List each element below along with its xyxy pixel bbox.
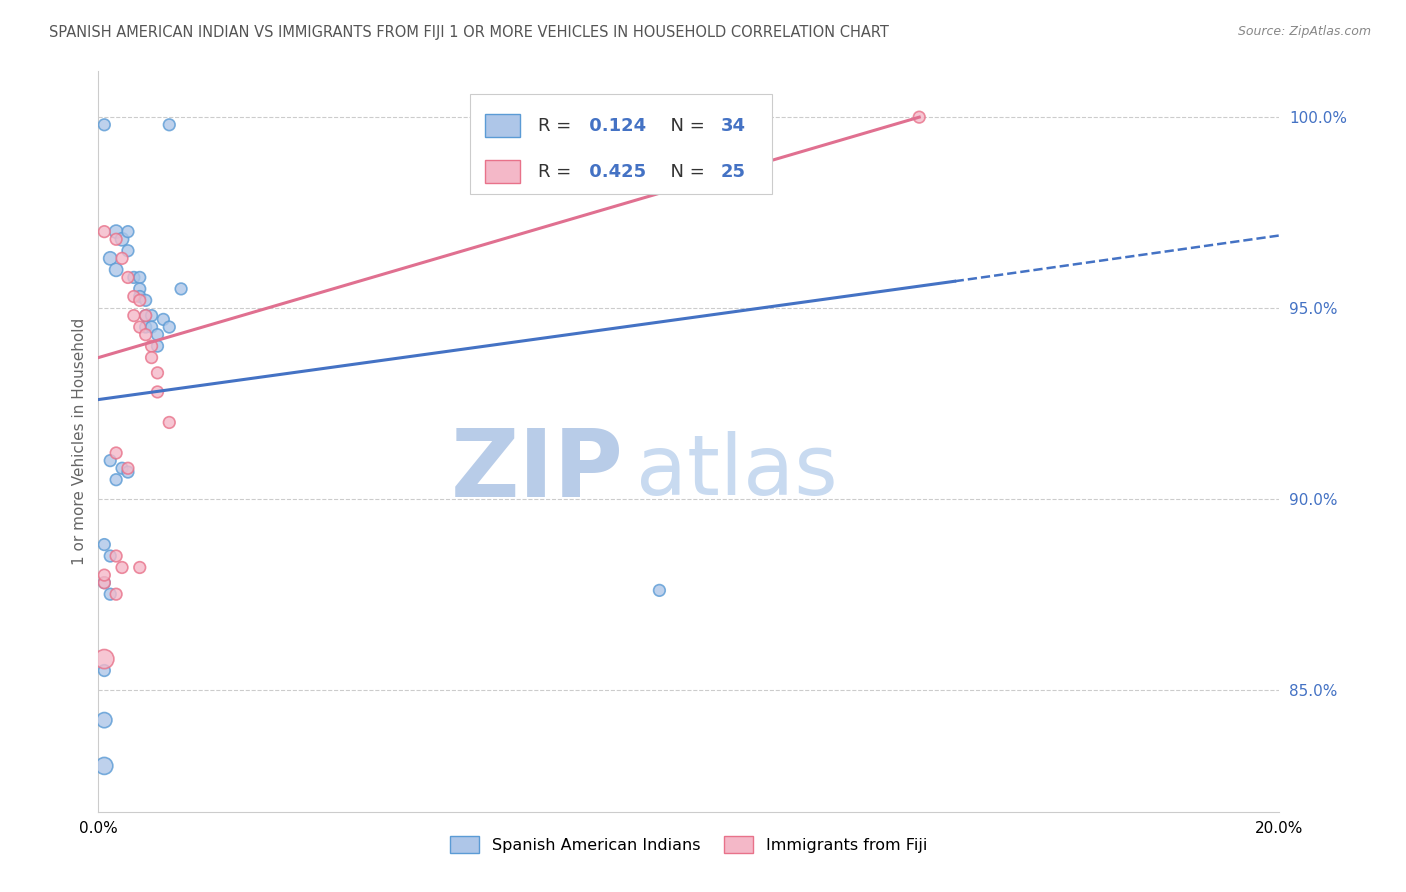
Point (111, 232, 134, 246)
Point (135, 327, 157, 342)
Point (105, 225, 128, 239)
Point (105, 262, 128, 277)
Text: Source: ZipAtlas.com: Source: ZipAtlas.com (1237, 25, 1371, 38)
Point (117, 225, 139, 239)
Point (908, 110, 931, 124)
Point (93, 225, 115, 239)
Point (135, 309, 157, 323)
Text: 0.425: 0.425 (582, 162, 645, 180)
Point (128, 270, 150, 285)
Point (111, 252, 134, 266)
Point (111, 461, 134, 475)
Text: R =: R = (537, 117, 576, 135)
Point (146, 327, 169, 342)
Point (105, 549, 128, 563)
Point (141, 339, 163, 353)
Point (105, 587, 128, 601)
Text: 0.124: 0.124 (582, 117, 645, 135)
Point (157, 118, 180, 132)
Text: R =: R = (537, 162, 576, 180)
Legend: Spanish American Indians, Immigrants from Fiji: Spanish American Indians, Immigrants fro… (444, 830, 934, 859)
Point (135, 293, 157, 308)
Text: 34: 34 (721, 117, 745, 135)
Point (98, 453, 121, 467)
Point (98, 252, 121, 266)
Point (157, 416, 180, 430)
Point (105, 446, 128, 460)
Point (146, 366, 169, 380)
Text: atlas: atlas (636, 431, 838, 512)
Point (93, 575, 115, 590)
Point (128, 560, 150, 574)
Point (93, 664, 115, 678)
Point (141, 309, 163, 323)
Point (157, 320, 180, 334)
Point (98, 587, 121, 601)
Point (141, 320, 163, 334)
Point (128, 320, 150, 334)
Point (117, 465, 139, 479)
Point (98, 549, 121, 563)
Point (117, 461, 139, 475)
Point (93, 575, 115, 590)
FancyBboxPatch shape (471, 94, 772, 194)
FancyBboxPatch shape (485, 114, 520, 136)
Text: 25: 25 (721, 162, 745, 180)
Point (128, 289, 150, 303)
Y-axis label: 1 or more Vehicles in Household: 1 or more Vehicles in Household (72, 318, 87, 566)
Point (170, 282, 193, 296)
FancyBboxPatch shape (485, 161, 520, 183)
Text: N =: N = (659, 117, 711, 135)
Point (117, 270, 139, 285)
Point (105, 473, 128, 487)
Point (648, 583, 671, 598)
Text: ZIP: ZIP (451, 425, 624, 517)
Point (128, 293, 150, 308)
Text: SPANISH AMERICAN INDIAN VS IMMIGRANTS FROM FIJI 1 OR MORE VEHICLES IN HOUSEHOLD : SPANISH AMERICAN INDIAN VS IMMIGRANTS FR… (49, 25, 889, 40)
Point (122, 289, 145, 303)
Point (93, 652, 115, 666)
Point (141, 351, 163, 365)
Point (128, 282, 150, 296)
Point (93, 568, 115, 582)
Point (105, 232, 128, 246)
Point (111, 560, 134, 574)
Point (152, 312, 174, 326)
Point (117, 244, 139, 258)
Point (93, 538, 115, 552)
Point (146, 339, 169, 353)
Point (146, 384, 169, 399)
Text: N =: N = (659, 162, 711, 180)
Point (93, 759, 115, 773)
Point (93, 713, 115, 727)
Point (135, 309, 157, 323)
Point (135, 320, 157, 334)
Point (122, 270, 145, 285)
Point (93, 118, 115, 132)
Point (122, 309, 145, 323)
